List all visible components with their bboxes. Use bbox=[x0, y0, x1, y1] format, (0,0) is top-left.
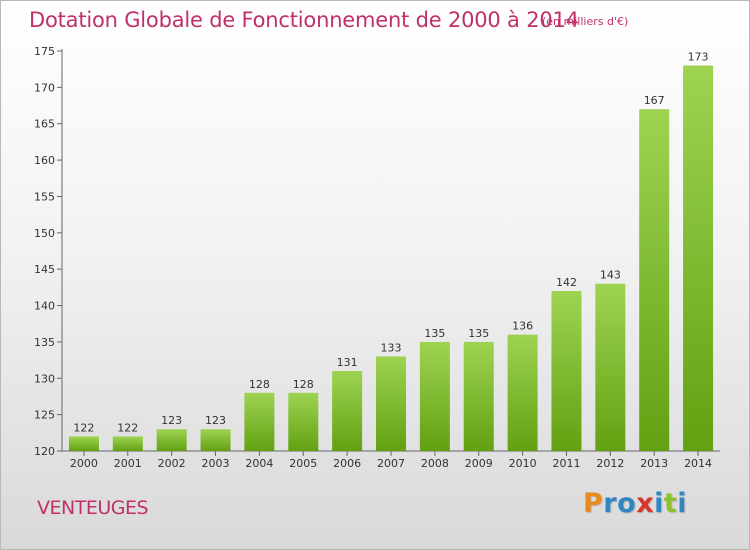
y-tick-label: 170 bbox=[34, 81, 55, 94]
logo-letter: P bbox=[583, 488, 604, 519]
logo-letter: r bbox=[603, 488, 618, 519]
bar bbox=[683, 65, 714, 451]
x-tick-label: 2013 bbox=[640, 457, 668, 470]
y-tick-label: 150 bbox=[34, 227, 55, 240]
x-tick-label: 2004 bbox=[245, 457, 273, 470]
y-tick-label: 165 bbox=[34, 118, 55, 131]
x-tick-label: 2012 bbox=[596, 457, 624, 470]
data-label: 122 bbox=[117, 421, 138, 434]
logo-letter: i bbox=[654, 488, 664, 519]
y-tick-label: 125 bbox=[34, 409, 55, 422]
data-label: 167 bbox=[644, 94, 665, 107]
bar bbox=[332, 371, 363, 451]
bar bbox=[595, 283, 626, 451]
y-tick-label: 135 bbox=[34, 336, 55, 349]
y-tick-label: 140 bbox=[34, 300, 55, 313]
bar bbox=[551, 291, 582, 451]
bar bbox=[463, 341, 494, 451]
data-label: 142 bbox=[556, 276, 577, 289]
data-label: 131 bbox=[337, 356, 358, 369]
x-tick-label: 2008 bbox=[421, 457, 449, 470]
x-tick-label: 2011 bbox=[552, 457, 580, 470]
y-tick-label: 155 bbox=[34, 190, 55, 203]
bar bbox=[112, 436, 143, 451]
bar bbox=[244, 392, 275, 451]
x-tick-label: 2006 bbox=[333, 457, 361, 470]
chart-unit: (en milliers d'€) bbox=[542, 15, 629, 28]
bar bbox=[156, 429, 187, 451]
x-tick-label: 2000 bbox=[70, 457, 98, 470]
y-tick-label: 130 bbox=[34, 372, 55, 385]
data-label: 123 bbox=[205, 414, 226, 427]
x-tick-label: 2005 bbox=[289, 457, 317, 470]
data-label: 136 bbox=[512, 320, 533, 333]
data-label: 128 bbox=[249, 378, 270, 391]
logo-letter: x bbox=[636, 488, 655, 519]
y-tick-label: 160 bbox=[34, 154, 55, 167]
chart-title: Dotation Globale de Fonctionnement de 20… bbox=[29, 8, 579, 32]
bar bbox=[639, 109, 670, 451]
bar bbox=[200, 429, 231, 451]
bar bbox=[507, 334, 538, 451]
x-tick-label: 2010 bbox=[509, 457, 537, 470]
data-label: 123 bbox=[161, 414, 182, 427]
x-tick-label: 2003 bbox=[202, 457, 230, 470]
logo-letter: i bbox=[677, 488, 688, 519]
x-tick-label: 2007 bbox=[377, 457, 405, 470]
data-label: 143 bbox=[600, 269, 621, 282]
commune-name: VENTEUGES bbox=[37, 497, 149, 519]
bar bbox=[419, 341, 450, 451]
data-label: 133 bbox=[381, 341, 402, 354]
x-tick-label: 2009 bbox=[465, 457, 493, 470]
data-label: 173 bbox=[688, 51, 709, 64]
y-tick-label: 120 bbox=[34, 445, 55, 458]
data-label: 135 bbox=[468, 327, 489, 340]
proxiti-logo[interactable]: Proxiti bbox=[583, 488, 687, 519]
y-tick-label: 175 bbox=[34, 45, 55, 58]
logo-letter: o bbox=[617, 488, 637, 519]
x-tick-label: 2014 bbox=[684, 457, 712, 470]
bar bbox=[376, 356, 406, 451]
data-label: 135 bbox=[424, 327, 445, 340]
logo-letter: t bbox=[663, 488, 678, 519]
data-label: 122 bbox=[73, 421, 94, 434]
x-tick-label: 2002 bbox=[158, 457, 186, 470]
bar bbox=[68, 436, 99, 451]
y-tick-label: 145 bbox=[34, 263, 55, 276]
bar bbox=[288, 392, 319, 451]
data-label: 128 bbox=[293, 378, 314, 391]
x-tick-label: 2001 bbox=[114, 457, 142, 470]
